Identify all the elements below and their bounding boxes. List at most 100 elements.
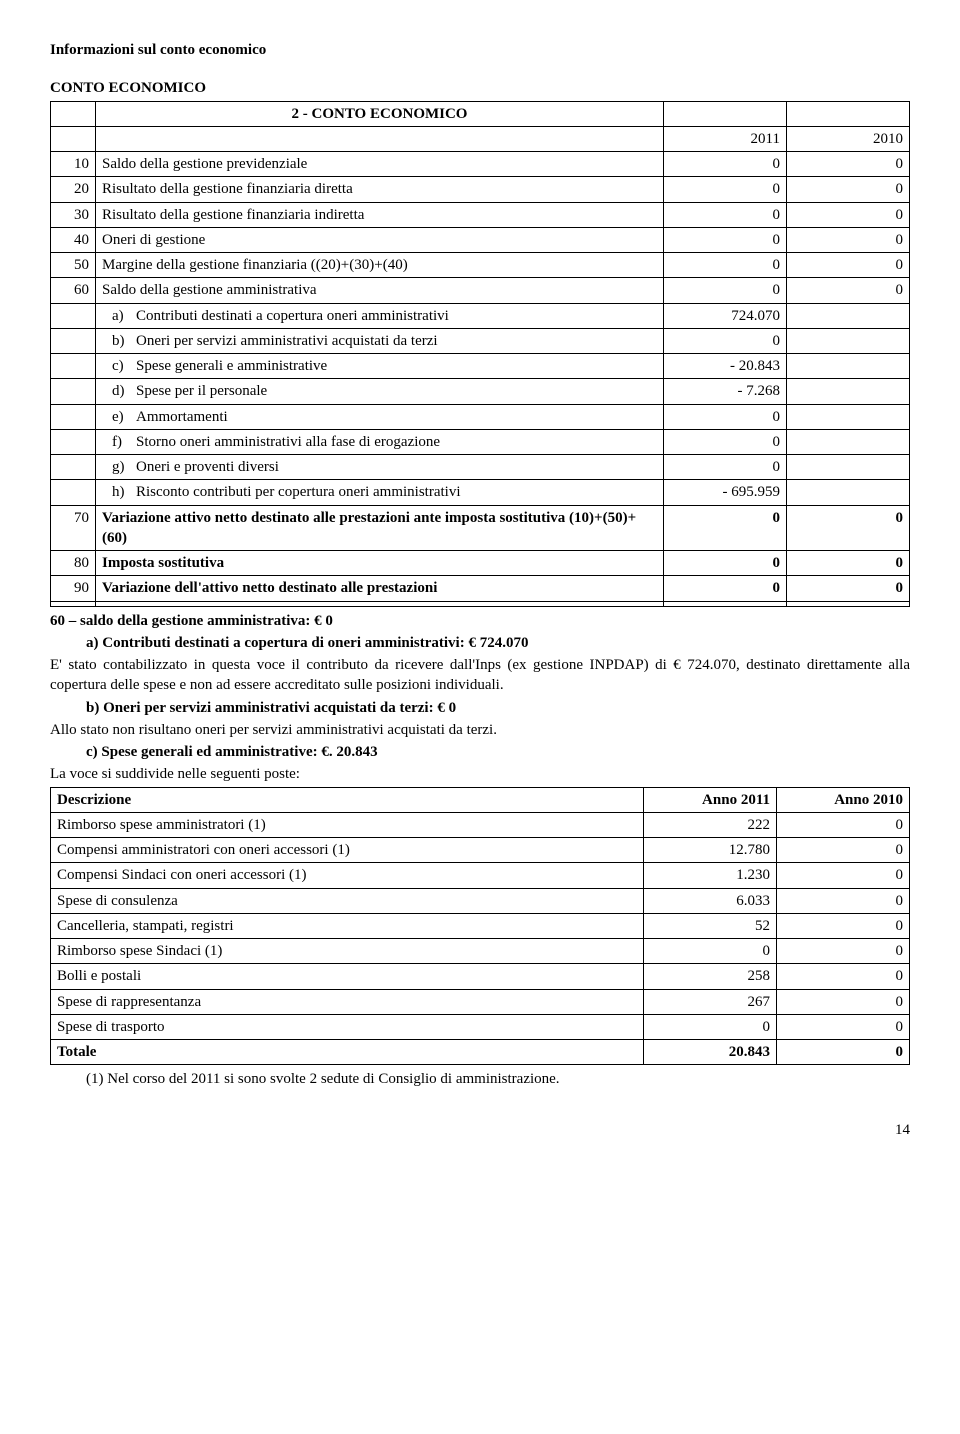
row-label: Margine della gestione finanziaria ((20)… <box>96 253 664 278</box>
table-row: 90Variazione dell'attivo netto destinato… <box>51 576 910 601</box>
cell-empty <box>664 101 787 126</box>
row-label: a)Contributi destinati a copertura oneri… <box>96 303 664 328</box>
para-60-heading: 60 – saldo della gestione amministrativa… <box>50 611 910 631</box>
table-row: 10Saldo della gestione previdenziale00 <box>51 152 910 177</box>
table-row: c)Spese generali e amministrative- 20.84… <box>51 354 910 379</box>
row-v2 <box>787 354 910 379</box>
row-v2 <box>787 480 910 505</box>
row-v2 <box>787 303 910 328</box>
row-v1: 0 <box>664 455 787 480</box>
sub-row-y1: 267 <box>644 989 777 1014</box>
row-num <box>51 328 96 353</box>
sub-row-desc: Rimborso spese amministratori (1) <box>51 812 644 837</box>
table-row: 40Oneri di gestione00 <box>51 227 910 252</box>
cell-empty <box>664 601 787 606</box>
row-v1: 0 <box>664 551 787 576</box>
sub-row-y1: 222 <box>644 812 777 837</box>
sub-row-y2: 0 <box>777 863 910 888</box>
table-row: h)Risconto contributi per copertura oner… <box>51 480 910 505</box>
page-title: Informazioni sul conto economico <box>50 40 910 60</box>
row-v2: 0 <box>787 576 910 601</box>
row-v2: 0 <box>787 253 910 278</box>
row-v2: 0 <box>787 177 910 202</box>
year-header: 2010 <box>787 126 910 151</box>
sub-row-y2: 0 <box>777 888 910 913</box>
row-num: 90 <box>51 576 96 601</box>
row-label: Risultato della gestione finanziaria ind… <box>96 202 664 227</box>
sub-row-desc: Compensi Sindaci con oneri accessori (1) <box>51 863 644 888</box>
table-row: 60Saldo della gestione amministrativa00 <box>51 278 910 303</box>
row-label: h)Risconto contributi per copertura oner… <box>96 480 664 505</box>
row-v1: - 695.959 <box>664 480 787 505</box>
sub-row-desc: Cancelleria, stampati, registri <box>51 913 644 938</box>
row-v1: 0 <box>664 576 787 601</box>
row-num <box>51 354 96 379</box>
para-b-heading: b) Oneri per servizi amministrativi acqu… <box>50 698 910 718</box>
row-num: 30 <box>51 202 96 227</box>
sub-row-y1: 1.230 <box>644 863 777 888</box>
row-v1: 0 <box>664 202 787 227</box>
sub-table: Descrizione Anno 2011 Anno 2010 Rimborso… <box>50 787 910 1066</box>
table-row: Rimborso spese amministratori (1)2220 <box>51 812 910 837</box>
row-label: Imposta sostitutiva <box>96 551 664 576</box>
sub-row-y2: 0 <box>777 838 910 863</box>
row-label: g)Oneri e proventi diversi <box>96 455 664 480</box>
table-row: Spese di trasporto00 <box>51 1014 910 1039</box>
table-row: 20Risultato della gestione finanziaria d… <box>51 177 910 202</box>
row-v1: - 20.843 <box>664 354 787 379</box>
row-label: f)Storno oneri amministrativi alla fase … <box>96 429 664 454</box>
cell-empty <box>51 601 96 606</box>
table-row: Spese di consulenza6.0330 <box>51 888 910 913</box>
para-a-text: E' stato contabilizzato in questa voce i… <box>50 655 910 696</box>
sub-row-y2: 0 <box>777 1014 910 1039</box>
sub-row-y1: 6.033 <box>644 888 777 913</box>
table-row: Compensi Sindaci con oneri accessori (1)… <box>51 863 910 888</box>
row-num: 40 <box>51 227 96 252</box>
row-v1: 0 <box>664 328 787 353</box>
table-row: Totale20.8430 <box>51 1040 910 1065</box>
sub-row-desc: Rimborso spese Sindaci (1) <box>51 939 644 964</box>
row-v2: 0 <box>787 202 910 227</box>
row-label: Variazione dell'attivo netto destinato a… <box>96 576 664 601</box>
sub-row-desc: Totale <box>51 1040 644 1065</box>
sub-row-y1: 0 <box>644 939 777 964</box>
row-label: Saldo della gestione previdenziale <box>96 152 664 177</box>
table-row: b)Oneri per servizi amministrativi acqui… <box>51 328 910 353</box>
sub-row-desc: Compensi amministratori con oneri access… <box>51 838 644 863</box>
sub-row-y2: 0 <box>777 964 910 989</box>
table-row: Compensi amministratori con oneri access… <box>51 838 910 863</box>
row-label: b)Oneri per servizi amministrativi acqui… <box>96 328 664 353</box>
sub-header-y1: Anno 2011 <box>644 787 777 812</box>
row-label: Saldo della gestione amministrativa <box>96 278 664 303</box>
sub-header-y2: Anno 2010 <box>777 787 910 812</box>
sub-header-desc: Descrizione <box>51 787 644 812</box>
sub-row-desc: Bolli e postali <box>51 964 644 989</box>
row-v2 <box>787 429 910 454</box>
row-v1: - 7.268 <box>664 379 787 404</box>
sub-row-desc: Spese di consulenza <box>51 888 644 913</box>
table-row: Spese di rappresentanza2670 <box>51 989 910 1014</box>
table-row: Cancelleria, stampati, registri520 <box>51 913 910 938</box>
row-v2: 0 <box>787 505 910 551</box>
sub-row-y2: 0 <box>777 939 910 964</box>
para-c-heading: c) Spese generali ed amministrative: €. … <box>50 742 910 762</box>
sub-row-y1: 52 <box>644 913 777 938</box>
row-label: Oneri di gestione <box>96 227 664 252</box>
row-num: 50 <box>51 253 96 278</box>
row-label: d)Spese per il personale <box>96 379 664 404</box>
row-v1: 0 <box>664 429 787 454</box>
row-v1: 724.070 <box>664 303 787 328</box>
table-row: d)Spese per il personale- 7.268 <box>51 379 910 404</box>
table-row: a)Contributi destinati a copertura oneri… <box>51 303 910 328</box>
table-row: 70Variazione attivo netto destinato alle… <box>51 505 910 551</box>
sub-row-desc: Spese di rappresentanza <box>51 989 644 1014</box>
sub-row-y1: 12.780 <box>644 838 777 863</box>
row-num <box>51 429 96 454</box>
row-num: 80 <box>51 551 96 576</box>
cell-empty <box>96 601 664 606</box>
table-row: Bolli e postali2580 <box>51 964 910 989</box>
table-row: Rimborso spese Sindaci (1)00 <box>51 939 910 964</box>
row-v1: 0 <box>664 177 787 202</box>
main-table: 2 - CONTO ECONOMICO 2011 2010 10Saldo de… <box>50 101 910 607</box>
cell-empty <box>787 101 910 126</box>
